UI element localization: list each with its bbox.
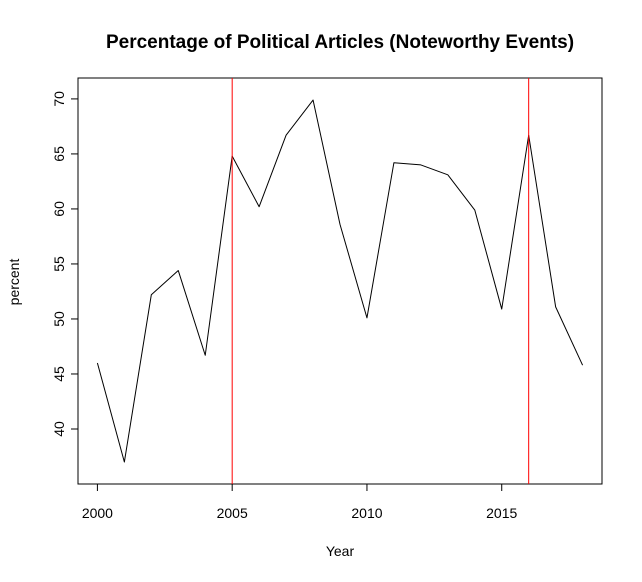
series-line (96, 99, 584, 463)
x-tick-label: 2015 (486, 505, 517, 521)
y-tick-label: 65 (51, 146, 67, 162)
y-tick-label: 60 (51, 201, 67, 217)
y-tick-label: 55 (51, 256, 67, 272)
y-tick-label: 40 (51, 421, 67, 437)
y-axis-label: percent (6, 259, 22, 306)
x-axis-label: Year (326, 543, 355, 559)
plot-border (77, 77, 603, 485)
y-tick-label: 45 (51, 366, 67, 382)
plot-area: 2000 2005 2010 2015 40 45 50 55 60 65 70 (51, 77, 603, 521)
x-tick-label: 2010 (351, 505, 382, 521)
y-tick-label: 50 (51, 311, 67, 327)
chart-title: Percentage of Political Articles (Notewo… (106, 32, 574, 53)
x-tick-label: 2005 (217, 505, 248, 521)
x-tick-label: 2000 (82, 505, 113, 521)
y-tick-label: 70 (51, 91, 67, 107)
